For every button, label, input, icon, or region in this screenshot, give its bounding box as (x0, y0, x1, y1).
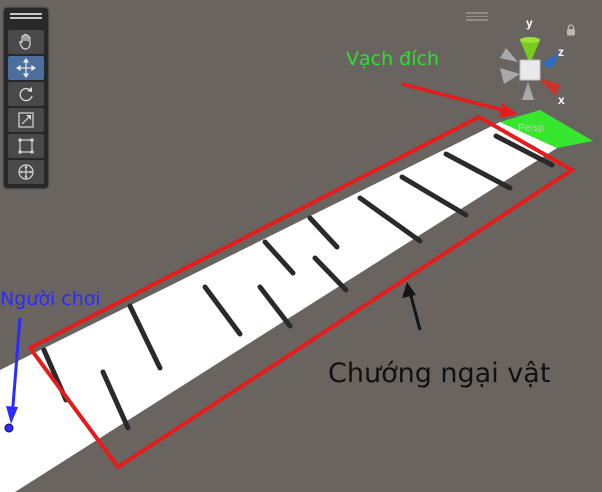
rotate-icon (19, 87, 33, 102)
obstacle-arrow (402, 282, 422, 331)
obstacle-label: Chướng ngại vật (328, 358, 551, 389)
finish-line-label: Vạch đích (346, 48, 439, 70)
gizmo-z-cone (540, 52, 560, 68)
move-icon (16, 58, 36, 78)
palette-grip-icon[interactable] (10, 13, 42, 21)
obstacle (100, 369, 131, 431)
gizmo-neg-x-cone (500, 68, 520, 84)
player-label: Người chơi (0, 288, 101, 310)
gizmo-neg-z-cone (500, 48, 518, 62)
finish-arrow (401, 82, 518, 118)
obstacle (127, 303, 163, 371)
obstacle (493, 133, 555, 168)
obstacle-highlight-box (26, 114, 576, 470)
persp-label: Persp (518, 123, 545, 134)
move-tool-button[interactable] (8, 56, 44, 80)
obstacle (312, 255, 349, 293)
transform-icon (18, 164, 34, 180)
player-arrow (6, 317, 22, 424)
gizmo-x-label: x (558, 93, 565, 107)
obstacle (443, 151, 513, 191)
rect-tool-button[interactable] (8, 134, 44, 158)
lock-icon[interactable] (566, 24, 576, 36)
hand-icon (19, 33, 31, 50)
obstacle (202, 284, 243, 337)
obstacle (262, 239, 296, 276)
rect-icon (18, 138, 34, 154)
obstacle (307, 215, 340, 250)
gizmo-center (519, 59, 541, 81)
overlay-grip-icon[interactable] (466, 12, 488, 21)
gizmo-x-cone (538, 78, 560, 96)
scale-tool-button[interactable] (8, 108, 44, 132)
gizmo-y-label: y (526, 16, 533, 30)
gizmo-z-label: z (558, 45, 564, 59)
finish-line[interactable] (500, 110, 593, 148)
player-dot[interactable] (4, 423, 14, 433)
rotate-tool-button[interactable] (8, 82, 44, 106)
gizmo-neg-y-cone (522, 82, 534, 100)
hand-tool-button[interactable] (8, 30, 44, 54)
scale-icon (18, 112, 34, 128)
obstacle (357, 195, 423, 244)
gizmo-y-cone (520, 40, 540, 64)
tool-palette (4, 8, 48, 188)
obstacle (399, 174, 469, 218)
transform-tool-button[interactable] (8, 160, 44, 184)
obstacles (41, 133, 555, 431)
orientation-gizmo[interactable]: y z x (500, 16, 565, 107)
obstacle (257, 284, 293, 329)
